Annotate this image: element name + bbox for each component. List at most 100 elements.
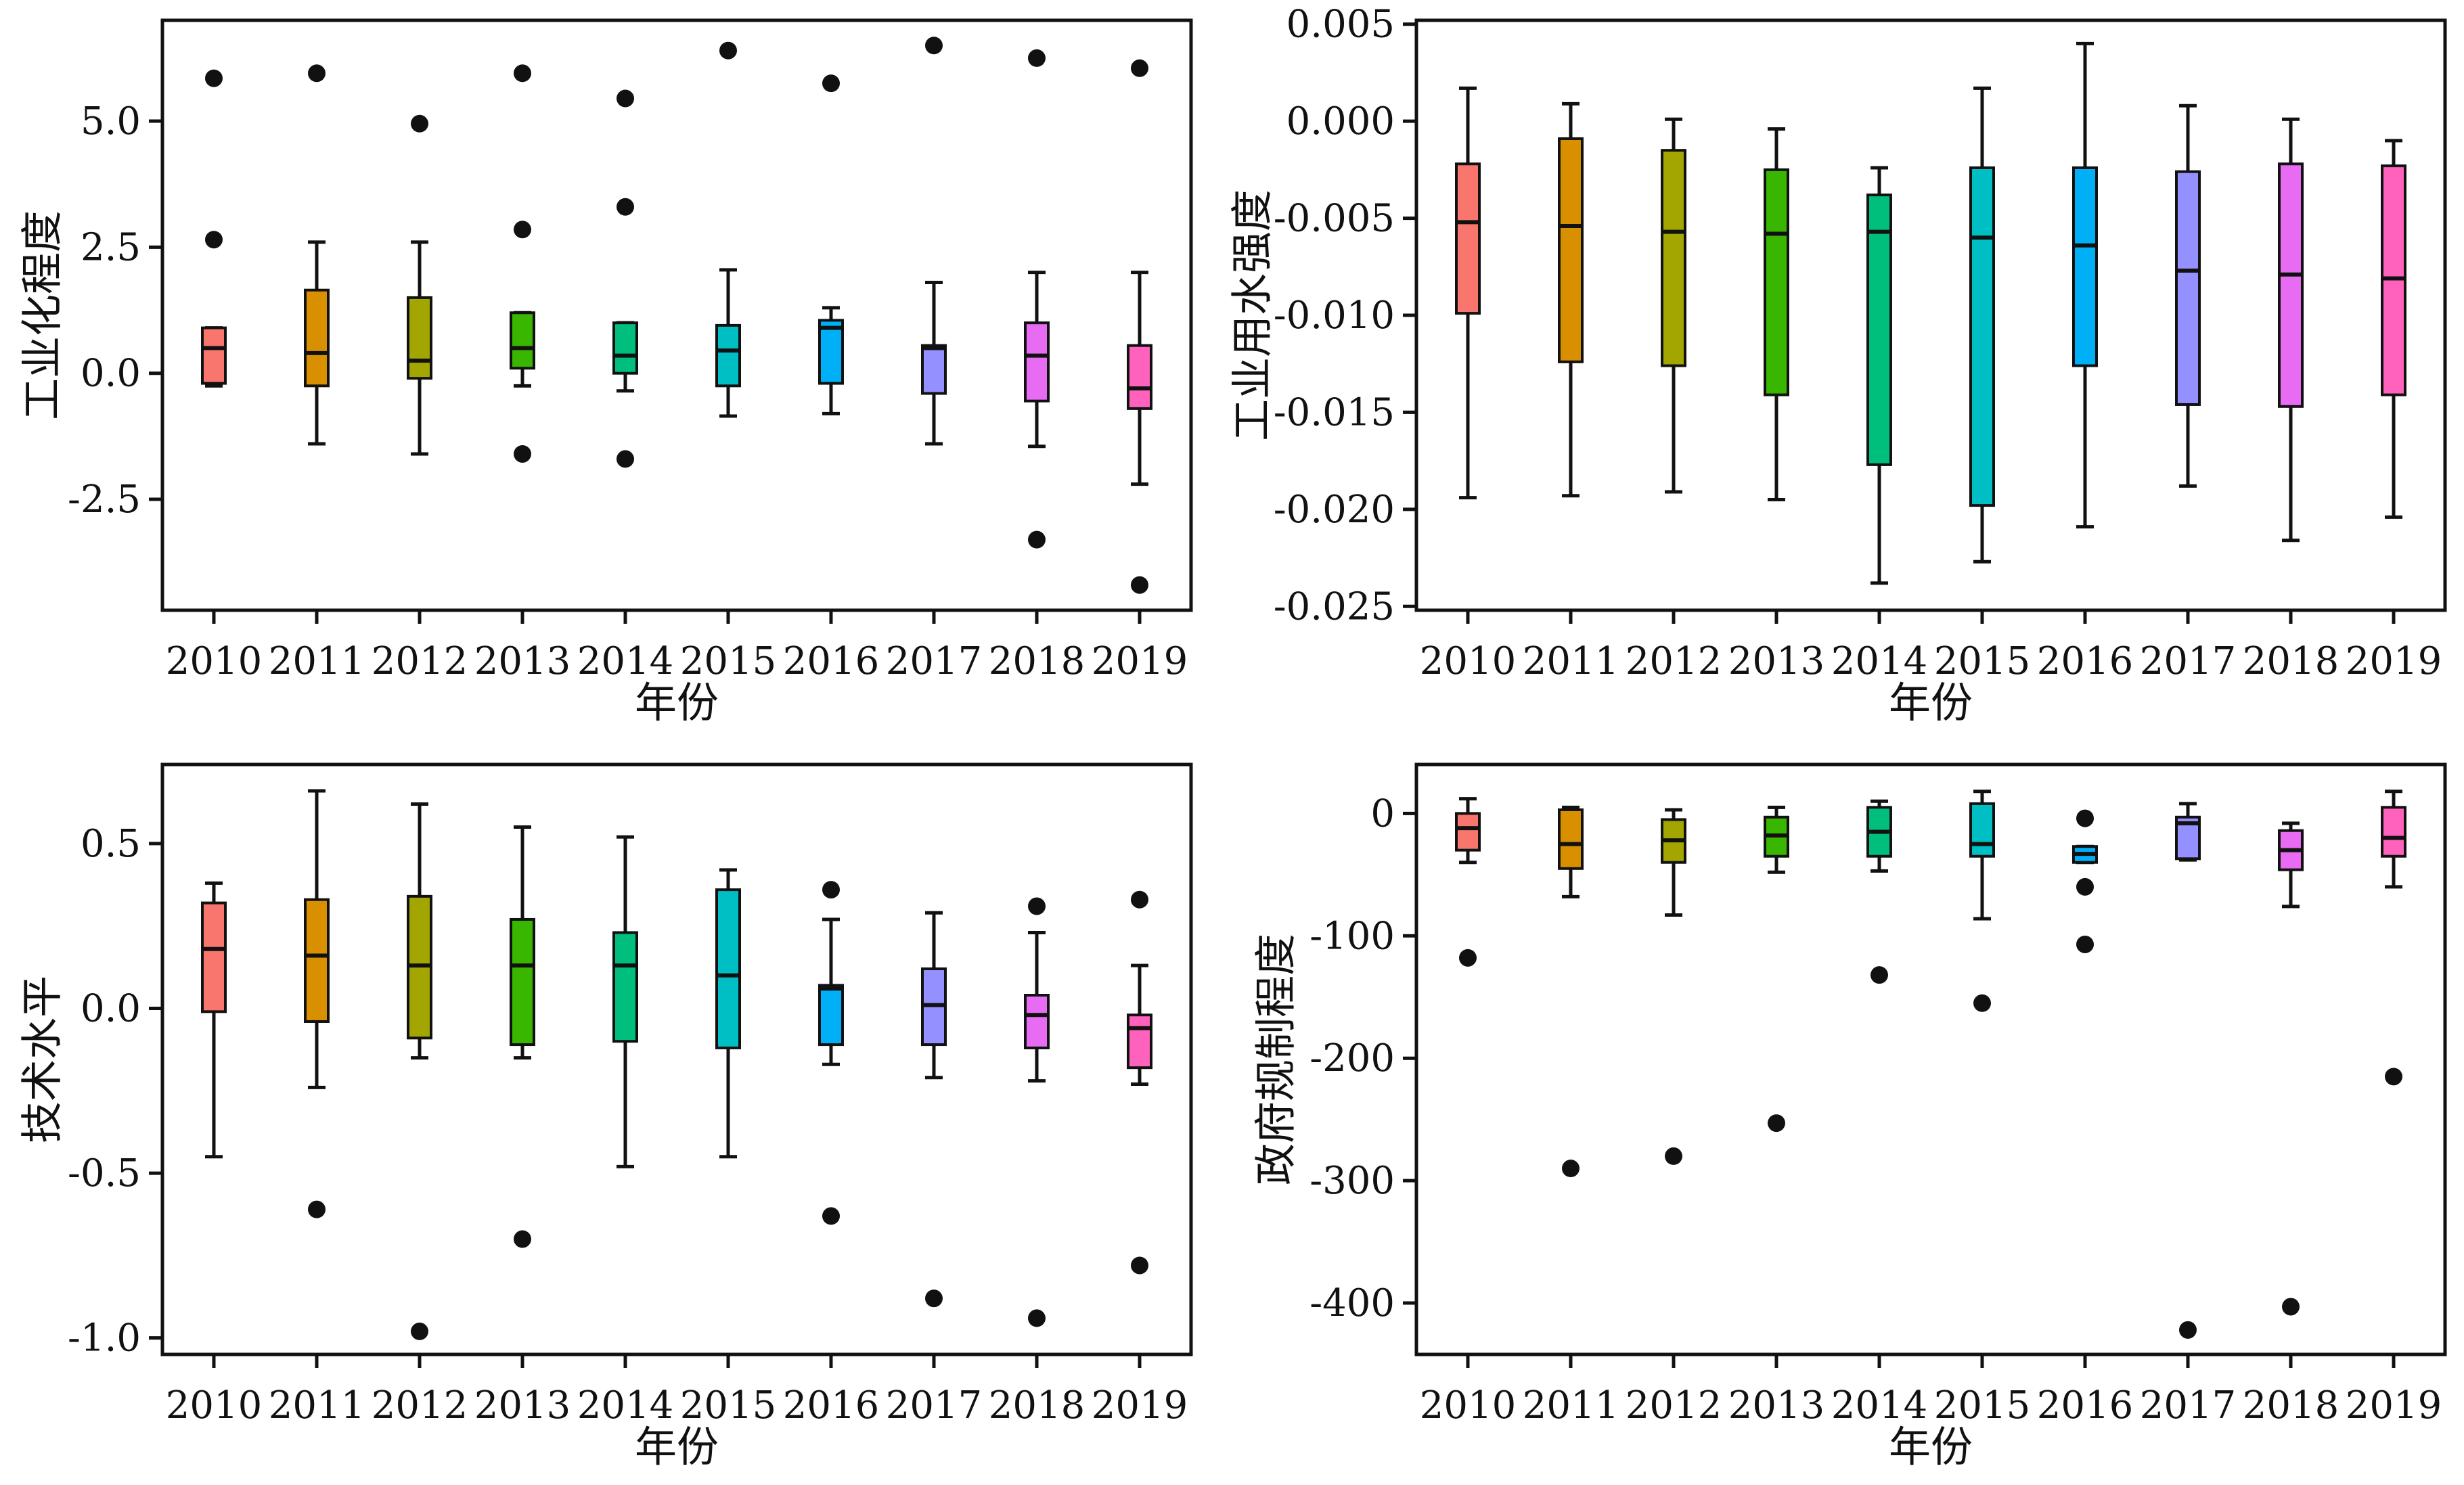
outlier-point	[205, 69, 223, 87]
box-2017	[2175, 104, 2201, 488]
x-tick-label: 2010	[166, 1384, 263, 1427]
x-axis-label: 年份	[1889, 678, 1973, 727]
x-tick-label: 2014	[577, 639, 674, 683]
x-tick-label: 2018	[2243, 639, 2339, 683]
y-tick-label: 0.0	[81, 986, 141, 1030]
box-iqr	[612, 321, 638, 375]
x-tick-label: 2011	[1523, 1384, 1619, 1427]
y-tick-label: -300	[1309, 1159, 1395, 1203]
y-tick-label: -0.015	[1274, 390, 1395, 434]
y-tick-label: 0	[1370, 792, 1395, 836]
outlier-point	[822, 881, 840, 899]
outlier-point	[308, 1200, 326, 1218]
x-tick-label: 2011	[269, 639, 365, 683]
box-iqr	[1661, 149, 1686, 367]
box-2015	[1969, 790, 1995, 1012]
outlier-point	[1131, 576, 1148, 594]
box-2015	[1969, 86, 1995, 564]
outlier-point	[925, 1289, 943, 1308]
y-tick-label: -200	[1309, 1036, 1395, 1080]
box-2018	[2278, 821, 2304, 1316]
outlier-point	[617, 450, 634, 468]
outlier-point	[1459, 949, 1477, 967]
y-axis-label: 技术水平	[18, 976, 67, 1143]
y-tick-label: -0.025	[1274, 585, 1395, 629]
box-iqr	[1969, 802, 1995, 858]
box-iqr	[2175, 170, 2201, 406]
x-tick-label: 2011	[1523, 639, 1619, 683]
x-tick-label: 2017	[886, 1384, 983, 1427]
box-iqr	[1127, 344, 1152, 410]
box-2018	[1024, 897, 1050, 1327]
box-iqr	[1969, 166, 1995, 507]
outlier-point	[1028, 897, 1046, 915]
box-iqr	[201, 901, 227, 1013]
box-2014	[1866, 166, 1892, 585]
y-tick-label: 0.0	[81, 352, 141, 396]
box-iqr	[715, 888, 741, 1049]
box-iqr	[818, 984, 844, 1047]
box-2016	[2072, 809, 2098, 953]
box-iqr	[407, 296, 432, 380]
y-tick-label: 0.5	[81, 822, 141, 866]
box-iqr	[2381, 806, 2406, 858]
industrialization-plot-frame	[160, 18, 1193, 612]
x-tick-label: 2017	[886, 639, 983, 683]
y-axis-label: 工业化程度	[18, 210, 67, 420]
y-axis-label: 政府规制程度	[1251, 934, 1301, 1185]
y-tick-label: -400	[1309, 1281, 1395, 1325]
box-2015	[715, 868, 741, 1159]
outlier-point	[514, 221, 531, 239]
x-tick-label: 2017	[2140, 1384, 2237, 1427]
box-iqr	[510, 917, 535, 1047]
box-2015	[715, 41, 741, 418]
x-tick-label: 2013	[1728, 1384, 1825, 1427]
outlier-point	[1768, 1114, 1785, 1133]
outlier-point	[2076, 935, 2094, 953]
box-iqr	[201, 326, 227, 385]
x-tick-label: 2019	[2346, 639, 2442, 683]
y-tick-label: -0.020	[1274, 488, 1395, 532]
box-2011	[304, 789, 330, 1218]
x-axis-label: 年份	[635, 1422, 719, 1471]
box-2013	[510, 64, 535, 463]
box-iqr	[612, 931, 638, 1043]
box-2019	[1127, 890, 1152, 1275]
x-tick-label: 2016	[783, 639, 880, 683]
box-iqr	[1455, 162, 1481, 315]
y-tick-label: 0.000	[1286, 99, 1395, 143]
box-2019	[1127, 59, 1152, 594]
y-axis-label: 工业用水强度	[1228, 189, 1277, 441]
box-iqr	[304, 898, 330, 1023]
panel-industrial-water-intensity: -0.025 -0.020 -0.015 -0.010 -0.005 0.000 0.005…	[1228, 3, 2447, 727]
outlier-point	[1562, 1160, 1580, 1178]
box-iqr	[1127, 1013, 1152, 1070]
y-tick-label: 0.005	[1286, 3, 1395, 47]
x-tick-label: 2012	[372, 1384, 468, 1427]
box-iqr	[1024, 994, 1050, 1049]
outlier-point	[1131, 1256, 1148, 1275]
x-tick-label: 2017	[2140, 639, 2237, 683]
box-2011	[1558, 805, 1584, 1178]
x-tick-label: 2019	[2346, 1384, 2442, 1427]
x-tick-label: 2018	[989, 639, 1085, 683]
x-tick-label: 2010	[1420, 639, 1517, 683]
x-axis-label: 年份	[635, 678, 719, 727]
box-2014	[612, 835, 638, 1168]
y-tick-label: -0.5	[68, 1151, 141, 1195]
box-2010	[201, 881, 227, 1159]
outlier-point	[411, 1322, 428, 1340]
outlier-point	[1665, 1147, 1682, 1165]
y-tick-label: -0.010	[1274, 294, 1395, 338]
box-2016	[818, 74, 844, 415]
box-2013	[1764, 127, 1789, 501]
box-2010	[201, 69, 227, 388]
y-tick-label: -0.005	[1274, 197, 1395, 241]
box-iqr	[1455, 812, 1481, 852]
box-2012	[407, 802, 432, 1340]
outlier-point	[1028, 49, 1046, 67]
box-2016	[818, 881, 844, 1225]
box-iqr	[1558, 137, 1584, 363]
